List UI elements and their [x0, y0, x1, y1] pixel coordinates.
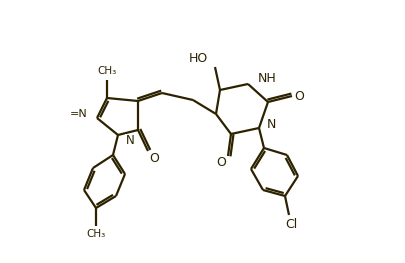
Text: O: O [149, 151, 158, 164]
Text: NH: NH [257, 73, 276, 85]
Text: Cl: Cl [284, 218, 296, 230]
Text: N: N [126, 134, 134, 148]
Text: =N: =N [70, 109, 88, 119]
Text: CH₃: CH₃ [97, 66, 116, 76]
Text: CH₃: CH₃ [86, 229, 105, 239]
Text: O: O [293, 89, 303, 103]
Text: N: N [266, 119, 276, 132]
Text: HO: HO [188, 53, 207, 65]
Text: O: O [215, 156, 225, 169]
